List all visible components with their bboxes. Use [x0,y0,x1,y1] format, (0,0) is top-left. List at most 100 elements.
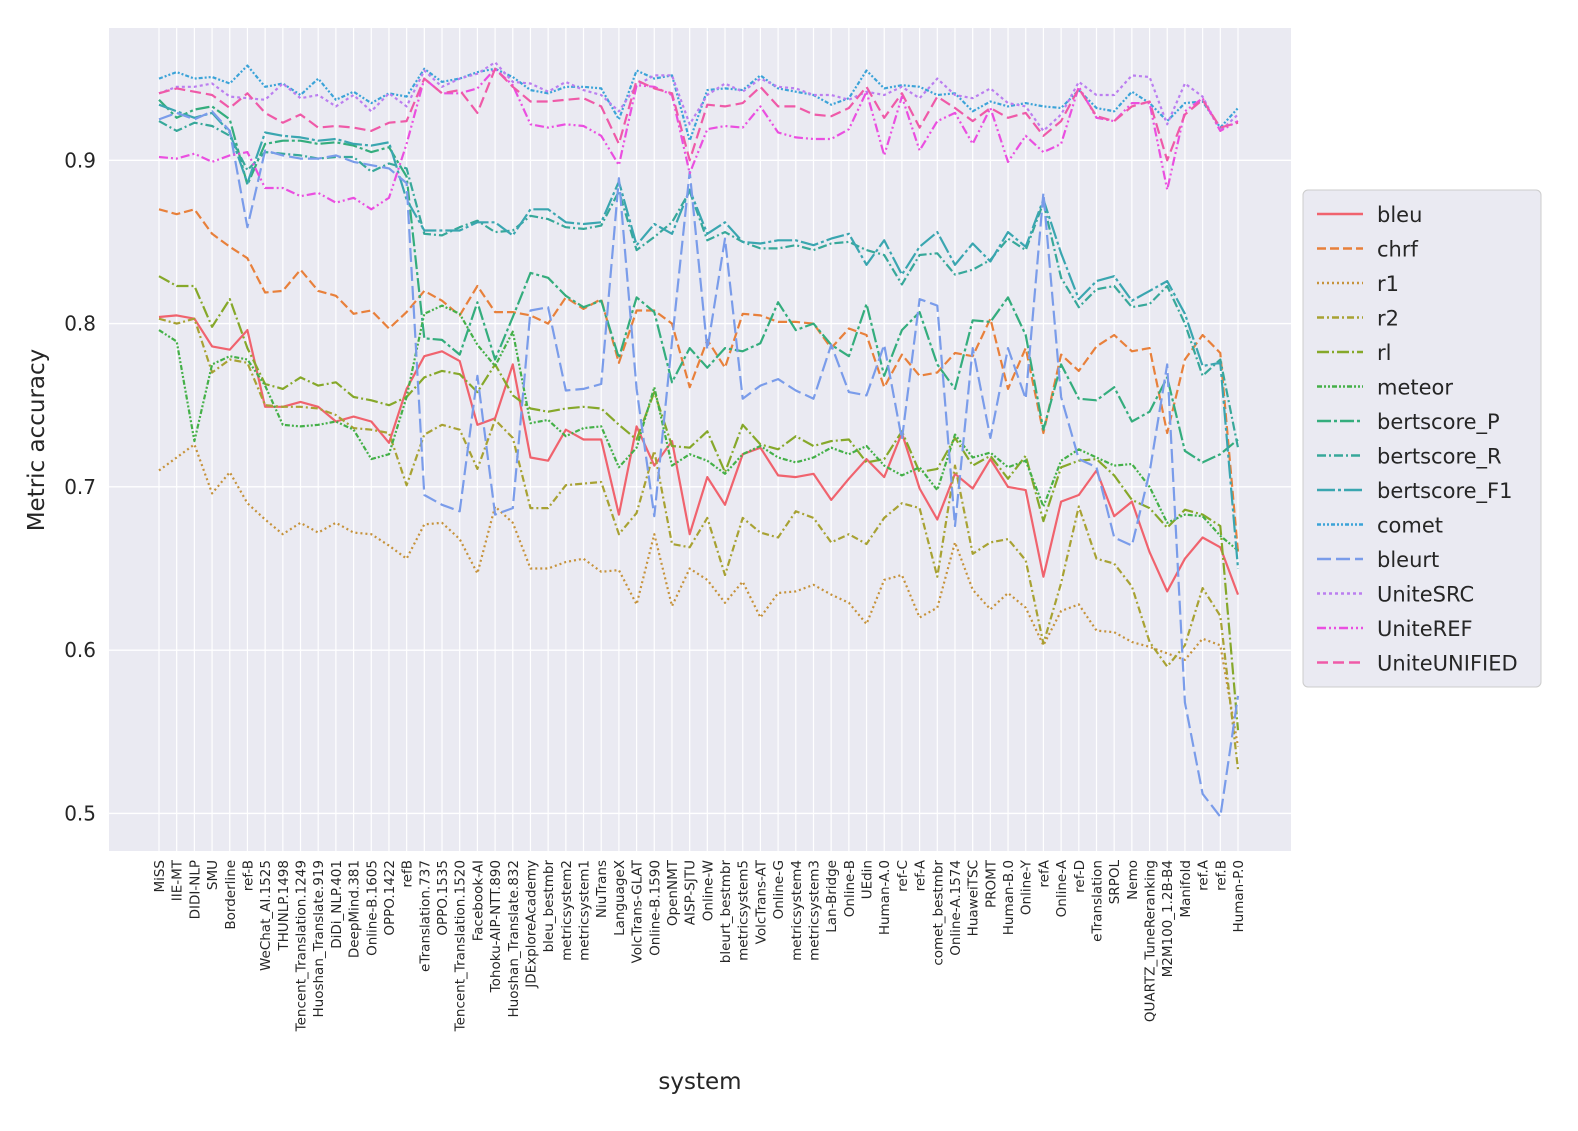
legend-label-UniteREF: UniteREF [1377,617,1473,641]
legend-label-bertscore_F1: bertscore_F1 [1377,479,1513,504]
x-tick-label: refB [400,860,416,888]
x-tick-label: OPPO.1535 [435,860,451,936]
legend-label-meteor: meteor [1377,376,1453,400]
legend-label-bertscore_R: bertscore_R [1377,445,1502,470]
x-tick-label: Human-P.0 [1231,860,1247,932]
plot-area [109,28,1291,851]
x-tick-label: Human-B.0 [1001,860,1017,935]
x-tick-label: JDExploreAcademy [523,860,539,989]
x-tick-label: metricsystem5 [736,860,752,961]
series-line-UniteUNIFIED [158,67,1239,162]
legend-label-r2: r2 [1377,307,1399,331]
x-tick-label: metricsystem4 [789,860,805,961]
y-tick-label: 0.5 [64,801,96,825]
series-line-r1 [158,443,1240,747]
x-tick-label: HuaweiTSC [966,860,982,936]
legend-label-bertscore_P: bertscore_P [1377,410,1500,435]
legend: bleu chrf r1 r2 rl meteor bertscore_P bertscore… [1302,189,1542,688]
x-tick-label: bleurt_bestmbr [718,860,734,964]
series-line-comet [158,64,1239,142]
x-tick-label: Facebook-AI [470,860,486,941]
x-tick-label: ref-B [240,860,256,891]
x-tick-label: Online-B [842,860,858,917]
x-tick-label: NiuTrans [594,860,610,918]
x-tick-label: Online-A.1574 [948,860,964,956]
x-tick-label: DIDI-NLP [187,860,203,919]
x-tick-label: LanguageX [612,860,628,936]
x-tick-label: PROMT [983,859,999,908]
x-tick-label: IIE-MT [170,859,186,901]
x-tick-label: eTranslation [1089,860,1105,942]
series-line-bleu [158,314,1240,595]
x-tick-label: Tencent_Translation.1520 [453,860,469,1032]
x-tick-label: DeepMind.381 [347,860,363,958]
y-axis-label: Metric accuracy [24,349,50,532]
x-tick-label: SMU [205,860,221,890]
x-tick-label: SRPOL [1107,860,1123,905]
x-tick-label: Manifold [1178,860,1194,918]
x-tick-label: eTranslation.737 [417,860,433,972]
legend-box [1302,189,1542,688]
series-line-rl [158,275,1240,731]
x-tick-label: MiSS [152,860,168,893]
x-tick-label: OpenNMT [665,859,681,926]
x-tick-label: OPPO.1422 [382,860,398,936]
x-tick-label: Nemo [1125,860,1141,900]
x-tick-label: Huoshan_Translate.832 [506,860,522,1018]
x-tick-label: ref.B [1213,860,1229,891]
x-tick-label: M2M100_1.2B-B4 [1160,860,1176,977]
series-line-bertscore_P [158,99,1239,464]
x-tick-label: VolcTrans-AT [753,859,769,944]
x-tick-label: Tohoku-AIP-NTT.890 [488,860,504,993]
x-tick-label: Online-A [1054,859,1070,917]
series-line-bleurt [158,110,1240,818]
x-tick-label: metricsystem2 [559,860,575,961]
x-tick-label: UEdin [860,860,876,899]
y-tick-label: 0.6 [64,638,96,662]
x-tick-label: Online-Y [1019,859,1035,915]
x-axis-ticks: MiSS IIE-MT DIDI-NLP SMU Borderline ref-B WeCh… [152,859,1247,1032]
series-line-meteor [158,304,1239,552]
x-tick-label: comet_bestmbr [930,860,946,966]
x-tick-label: Borderline [223,860,239,930]
x-tick-label: Human-A.0 [877,860,893,935]
x-axis-label: system [658,1069,741,1095]
x-tick-label: QUARTZ_TuneReranking [1143,860,1159,1022]
series-line-bertscore_F1 [158,103,1240,569]
y-tick-label: 0.7 [64,475,96,499]
x-tick-label: WeChat_AI.1525 [258,860,274,971]
legend-label-chrf: chrf [1377,238,1418,262]
x-tick-label: VolcTrans-GLAT [630,859,646,963]
legend-label-bleu: bleu [1377,203,1422,227]
x-tick-label: Online-G [771,860,787,919]
series-line-r2 [158,317,1240,770]
x-tick-label: Lan-Bridge [824,860,840,933]
x-tick-label: metricsystem3 [806,860,822,961]
x-tick-label: Online-W [700,860,716,921]
series-lines [158,61,1240,818]
x-tick-label: Online-B.1605 [364,860,380,956]
y-tick-label: 0.8 [64,312,96,336]
x-tick-label: metricsystem1 [577,860,593,961]
legend-label-UniteSRC: UniteSRC [1377,583,1474,607]
x-tick-label: Online-B.1590 [647,860,663,956]
x-tick-label: ref-D [1072,860,1088,893]
x-tick-label: AISP-SJTU [683,860,699,925]
series-line-UniteSRC [158,61,1239,132]
legend-label-UniteUNIFIED: UniteUNIFIED [1377,652,1518,676]
grid [109,28,1291,851]
x-tick-label: Huoshan_Translate.919 [311,860,327,1018]
legend-label-r1: r1 [1377,272,1399,296]
legend-label-bleurt: bleurt [1377,548,1439,572]
x-tick-label: ref-A [913,859,929,891]
legend-label-rl: rl [1377,341,1391,365]
legend-label-comet: comet [1377,514,1443,538]
series-line-UniteREF [158,67,1239,211]
x-tick-label: ref.A [1196,859,1212,891]
y-tick-label: 0.9 [64,148,96,172]
y-axis-ticks: 0.5 0.6 0.7 0.8 0.9 [64,148,96,825]
x-tick-label: bleu_bestmbr [541,860,557,953]
x-tick-label: DiDi_NLP.401 [329,860,345,949]
